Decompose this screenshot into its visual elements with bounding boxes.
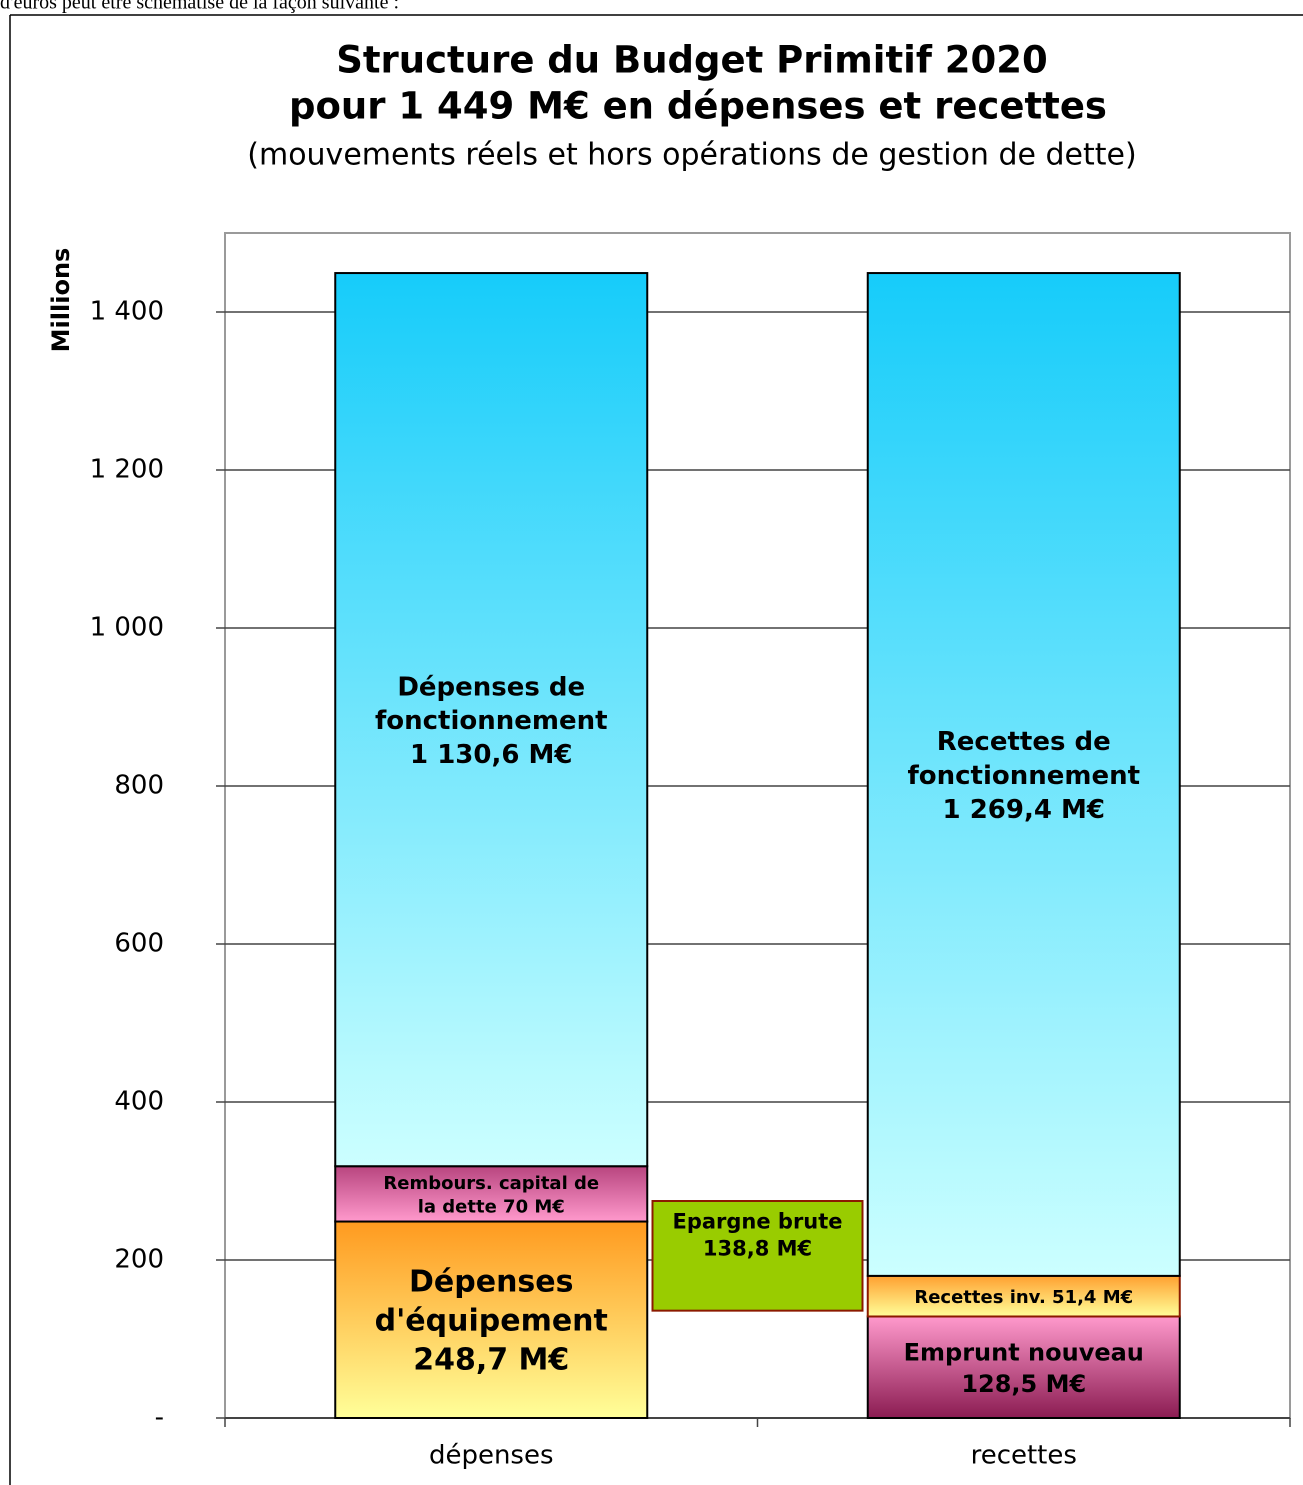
segment-label: fonctionnement <box>907 761 1140 791</box>
segment-label: 138,8 M€ <box>703 1237 812 1261</box>
bar-segment <box>334 1220 649 1419</box>
segment-label: 1 130,6 M€ <box>410 740 572 770</box>
y-tick-label: 1 200 <box>90 455 164 485</box>
segment-label: Emprunt nouveau <box>904 1339 1144 1367</box>
segment-label: Recettes de <box>937 727 1111 757</box>
x-tick-label: dépenses <box>429 1441 554 1471</box>
segment-label: 128,5 M€ <box>961 1370 1086 1398</box>
x-tick-label: recettes <box>971 1441 1077 1471</box>
segment-label: la dette 70 M€ <box>418 1197 565 1218</box>
bar-segment <box>866 1274 1181 1318</box>
chart-subtitle: (mouvements réels et hors opérations de … <box>247 138 1136 173</box>
y-tick-label: - <box>155 1403 164 1433</box>
chart-title: pour 1 449 M€ en dépenses et recettes <box>289 85 1107 128</box>
floating-bar <box>651 1200 864 1312</box>
y-tick-label: 1 000 <box>90 613 164 643</box>
bar-segment <box>866 272 1181 1277</box>
segment-label: 1 269,4 M€ <box>943 795 1105 825</box>
bar-segment <box>334 272 649 1168</box>
segment-label: d'équipement <box>375 1303 608 1338</box>
segment-label: Dépenses de <box>397 672 585 702</box>
y-tick-label: 200 <box>114 1245 164 1275</box>
y-tick-label: 400 <box>114 1087 164 1117</box>
y-tick-label: 1 400 <box>90 297 164 327</box>
segment-label: 248,7 M€ <box>413 1342 569 1377</box>
segment-label: Epargne brute <box>672 1209 842 1233</box>
segment-label: Recettes inv. 51,4 M€ <box>914 1287 1133 1308</box>
bar-segment <box>866 1315 1181 1419</box>
chart-title: Structure du Budget Primitif 2020 <box>336 39 1048 82</box>
y-tick-label: 800 <box>114 771 164 801</box>
y-tick-label: 600 <box>114 929 164 959</box>
segment-label: Dépenses <box>409 1264 574 1299</box>
y-axis-label: Millions <box>47 248 75 353</box>
intro-text: d'euros peut être schématisé de la façon… <box>0 0 399 14</box>
bar-segment <box>334 1165 649 1223</box>
segment-label: fonctionnement <box>375 706 608 736</box>
segment-label: Rembours. capital de <box>383 1173 599 1194</box>
